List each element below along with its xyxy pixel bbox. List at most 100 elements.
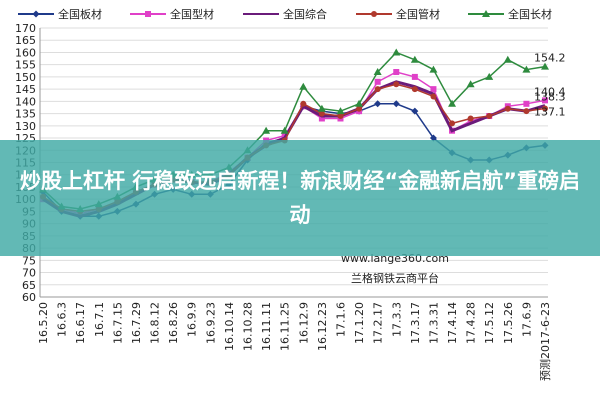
x-tick-label: 16.11.11 [260,302,273,351]
x-tick-label: 17.3.17 [409,302,422,344]
y-tick-label: 135 [15,108,36,121]
marker [482,10,490,17]
marker [523,100,530,107]
y-tick-label: 65 [22,279,36,292]
marker [145,11,151,17]
x-tick-label: 16.12.23 [316,302,329,351]
marker [542,97,548,104]
banner-text[interactable]: 炒股上杠杆 行稳致远启新程！新浪财经“金融新启航”重磅启动 [20,169,580,227]
data-label: 137.1 [534,105,566,118]
banner[interactable]: 炒股上杠杆 行稳致远启新程！新浪财经“金融新启航”重磅启动 [0,140,600,256]
x-tick-label: 17.3.31 [427,302,440,344]
x-tick-label: 17.5.12 [483,302,496,344]
x-tick-label: 16.8.26 [167,302,180,344]
marker [411,73,418,80]
marker [542,105,548,112]
y-tick-label: 75 [22,254,36,267]
x-tick-label: 17.5.26 [502,302,515,344]
marker [523,108,530,115]
marker [373,68,382,76]
marker [466,80,475,88]
marker [300,100,307,107]
y-tick-label: 165 [15,34,36,47]
data-label: 154.2 [534,52,566,65]
marker [318,110,325,117]
y-tick-label: 170 [15,22,36,35]
marker [262,126,271,134]
x-tick-label: 16.6.3 [56,302,69,337]
x-tick-label: 17.3.3 [390,302,403,337]
legend-item: 全国长材 [468,7,552,21]
legend-label: 全国板材 [58,7,102,21]
x-tick-label: 17.4.28 [465,302,478,344]
legend-label: 全国综合 [283,7,327,21]
y-tick-label: 150 [15,71,36,84]
x-tick-label: 预测2017-6-23 [539,302,552,381]
x-tick-label: 17.2.17 [372,302,385,344]
marker [393,69,400,76]
marker [411,107,419,115]
x-tick-label: 16.10.28 [242,302,255,351]
marker [522,65,531,73]
x-tick-label: 16.7.15 [111,302,124,344]
watermark: 兰格钢铁云商平台 [351,271,439,285]
marker [449,120,456,127]
marker [503,55,512,63]
marker [429,134,437,142]
marker [411,86,418,93]
y-tick-label: 60 [22,291,36,304]
legend-label: 全国长材 [508,7,552,21]
x-tick-label: 16.9.9 [186,302,199,337]
marker [374,86,381,93]
y-tick-label: 140 [15,95,36,108]
legend-label: 全国型材 [170,7,214,21]
marker [355,99,364,107]
y-tick-label: 160 [15,46,36,59]
legend-item: 全国管材 [356,7,440,21]
marker [371,11,377,17]
y-tick-label: 70 [22,267,36,280]
x-tick-label: 16.11.25 [279,302,292,351]
y-tick-label: 155 [15,59,36,72]
marker [410,55,419,63]
x-tick-label: 16.10.14 [223,302,236,351]
marker [485,72,494,80]
marker [318,115,325,122]
marker [486,113,493,120]
x-tick-label: 16.8.12 [149,302,162,344]
marker [429,65,438,73]
marker [448,99,457,107]
data-label: 138.3 [534,91,566,104]
data-label: 140.4 [534,85,566,98]
marker [337,113,344,120]
marker [392,100,400,108]
marker [393,81,400,88]
x-tick-label: 16.7.29 [130,302,143,344]
legend-item: 全国型材 [130,7,214,21]
x-tick-label: 17.1.6 [334,302,347,337]
legend-label: 全国管材 [396,7,440,21]
y-tick-label: 130 [15,120,36,133]
marker [336,107,345,115]
x-tick-label: 16.9.23 [204,302,217,344]
marker [374,100,382,108]
x-tick-label: 17.4.14 [446,302,459,344]
x-tick-label: 16.12.9 [297,302,310,344]
x-tick-label: 17.1.20 [353,302,366,344]
marker [430,86,437,93]
x-tick-label: 16.7.1 [93,302,106,337]
x-tick-label: 17.6.9 [520,302,533,337]
marker [504,105,511,112]
legend-item: 全国板材 [18,7,102,21]
y-tick-label: 145 [15,83,36,96]
marker [374,78,381,85]
marker [32,10,40,18]
x-tick-label: 16.6.17 [74,302,87,344]
marker [430,93,437,100]
marker [280,126,289,134]
x-tick-label: 16.5.20 [37,302,50,344]
marker [467,115,474,122]
marker [317,104,326,112]
legend-item: 全国综合 [243,7,327,21]
